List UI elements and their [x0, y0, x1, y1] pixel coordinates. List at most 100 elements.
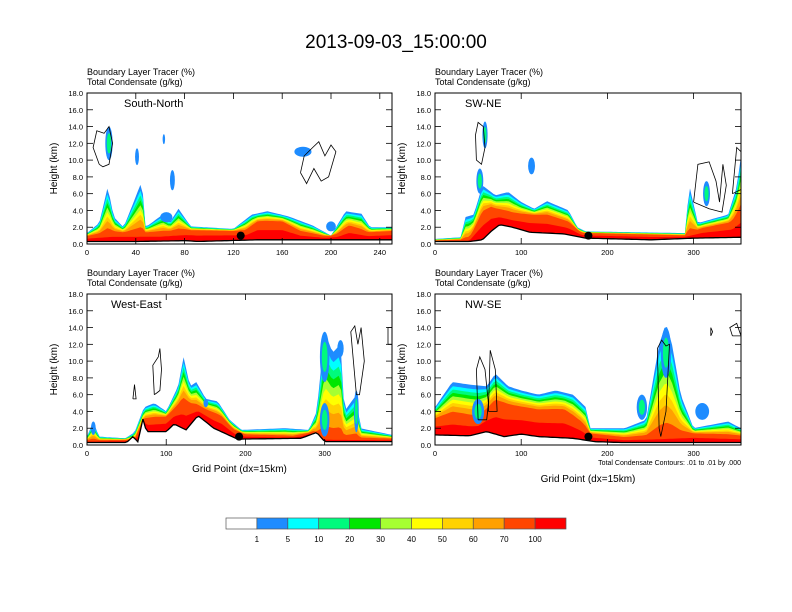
- panel-bottom-left: Boundary Layer Tracer (%)Total Condensat…: [49, 268, 393, 475]
- xtick-label: 300: [318, 449, 331, 458]
- ytick-label: 6.0: [73, 190, 83, 199]
- condensate-contour: [475, 121, 486, 166]
- ytick-label: 14.0: [416, 324, 431, 333]
- panel-annotation: South-North: [124, 98, 183, 110]
- panel-subtitle-1: Boundary Layer Tracer (%): [87, 67, 195, 77]
- condensate-contour: [710, 327, 714, 337]
- colorbar-label: 40: [407, 535, 416, 544]
- panel-annotation: West-East: [111, 299, 162, 311]
- colorbar-swatch: [411, 517, 443, 530]
- tracer-blob: [695, 403, 710, 420]
- plot-area: [87, 294, 392, 445]
- ytick-label: 12.0: [416, 340, 431, 349]
- xtick-label: 100: [160, 449, 173, 458]
- ytick-label: 16.0: [68, 106, 83, 115]
- colorbar-swatch: [287, 517, 320, 530]
- plot-area: [435, 93, 741, 244]
- ytick-label: 6.0: [73, 391, 83, 400]
- ytick-label: 16.0: [416, 307, 431, 316]
- panels-group: Boundary Layer Tracer (%)Total Condensat…: [49, 67, 742, 485]
- ytick-label: 10.0: [416, 357, 431, 366]
- tracer-blob-core: [704, 186, 709, 202]
- colorbar-swatch: [503, 517, 536, 530]
- ylabel: Height (km): [49, 344, 60, 396]
- panel-bottom-right: Boundary Layer Tracer (%)Total Condensat…: [397, 268, 742, 485]
- panel-subtitle-1: Boundary Layer Tracer (%): [435, 268, 543, 278]
- condensate-contour: [300, 141, 337, 185]
- ytick-label: 2.0: [421, 424, 431, 433]
- condensate-contour: [132, 384, 137, 400]
- contour-info: Total Condensate Contours: .01 to .01 by…: [598, 460, 741, 467]
- plot-frame: [434, 92, 742, 245]
- ytick-label: 18.0: [416, 89, 431, 98]
- tracer-blob: [169, 170, 175, 191]
- xtick-label: 0: [433, 248, 437, 257]
- colorbar-swatch: [318, 517, 350, 530]
- ytick-label: 12.0: [416, 139, 431, 148]
- ylabel: Height (km): [397, 344, 408, 396]
- ytick-label: 6.0: [421, 190, 431, 199]
- ytick-label: 4.0: [73, 206, 83, 215]
- terrain-fill: [435, 225, 741, 244]
- condensate-contour: [656, 339, 670, 437]
- colorbar-label: 5: [286, 535, 291, 544]
- tracer-blob-core: [321, 409, 328, 430]
- ytick-label: 8.0: [421, 374, 431, 383]
- colorbar-label: 10: [314, 535, 323, 544]
- tracer-blob-core: [638, 399, 645, 415]
- condensate-contour: [729, 322, 741, 337]
- location-marker: [584, 231, 593, 240]
- terrain-line: [87, 239, 392, 243]
- xtick-label: 0: [433, 449, 437, 458]
- colorbar-label: 20: [345, 535, 354, 544]
- ytick-label: 18.0: [68, 89, 83, 98]
- xtick-label: 240: [374, 248, 387, 257]
- panel-subtitle-2: Total Condensate (g/kg): [435, 278, 531, 288]
- ytick-label: 4.0: [73, 407, 83, 416]
- tracer-blob: [162, 134, 166, 145]
- xtick-label: 200: [325, 248, 338, 257]
- tracer-blob: [294, 146, 312, 157]
- panel-subtitle-2: Total Condensate (g/kg): [435, 77, 531, 87]
- ytick-label: 2.0: [421, 223, 431, 232]
- ytick-label: 0.0: [73, 240, 83, 249]
- colorbar-swatch: [534, 517, 567, 530]
- ytick-label: 14.0: [416, 123, 431, 132]
- xtick-label: 0: [85, 248, 89, 257]
- ytick-label: 8.0: [73, 173, 83, 182]
- ytick-label: 18.0: [68, 290, 83, 299]
- tracer-blob: [326, 221, 336, 232]
- colorbar-swatch: [472, 517, 505, 530]
- colorbar-label: 50: [438, 535, 447, 544]
- xtick-label: 160: [276, 248, 289, 257]
- ytick-label: 10.0: [68, 156, 83, 165]
- xtick-label: 100: [515, 449, 528, 458]
- xtick-label: 0: [85, 449, 89, 458]
- ytick-label: 0.0: [421, 240, 431, 249]
- location-marker: [584, 432, 593, 441]
- terrain-line: [435, 431, 741, 444]
- ytick-label: 14.0: [68, 324, 83, 333]
- xlabel: Grid Point (dx=15km): [192, 464, 287, 475]
- tracer-blob: [90, 421, 96, 435]
- condensate-contour: [92, 125, 114, 168]
- ytick-label: 2.0: [73, 223, 83, 232]
- xtick-label: 200: [239, 449, 252, 458]
- terrain-fill: [87, 239, 392, 244]
- xtick-label: 200: [601, 449, 614, 458]
- ytick-label: 12.0: [68, 139, 83, 148]
- xtick-label: 120: [227, 248, 240, 257]
- condensate-contour: [475, 355, 489, 421]
- panel-subtitle-2: Total Condensate (g/kg): [87, 77, 183, 87]
- colorbar-swatch: [349, 517, 381, 530]
- condensate-contour: [488, 350, 498, 412]
- ytick-label: 12.0: [68, 340, 83, 349]
- plot-frame: [86, 293, 393, 446]
- ytick-label: 10.0: [416, 156, 431, 165]
- ytick-label: 4.0: [421, 206, 431, 215]
- location-marker: [236, 231, 245, 240]
- ytick-label: 8.0: [421, 173, 431, 182]
- ytick-label: 10.0: [68, 357, 83, 366]
- ytick-label: 4.0: [421, 407, 431, 416]
- ytick-label: 2.0: [73, 424, 83, 433]
